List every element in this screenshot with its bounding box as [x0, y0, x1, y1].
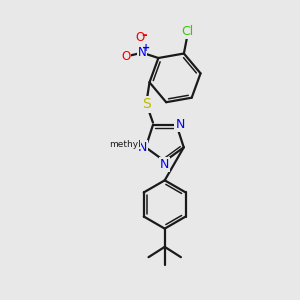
Text: N: N [138, 46, 147, 59]
Text: -: - [141, 28, 147, 42]
Text: S: S [142, 98, 151, 111]
Text: N: N [160, 158, 169, 171]
Text: +: + [142, 43, 150, 53]
Text: O: O [135, 32, 144, 44]
Text: N: N [137, 141, 147, 154]
Text: O: O [121, 50, 130, 63]
Text: Cl: Cl [181, 25, 194, 38]
Text: methyl: methyl [109, 140, 141, 149]
Text: N: N [175, 118, 185, 131]
